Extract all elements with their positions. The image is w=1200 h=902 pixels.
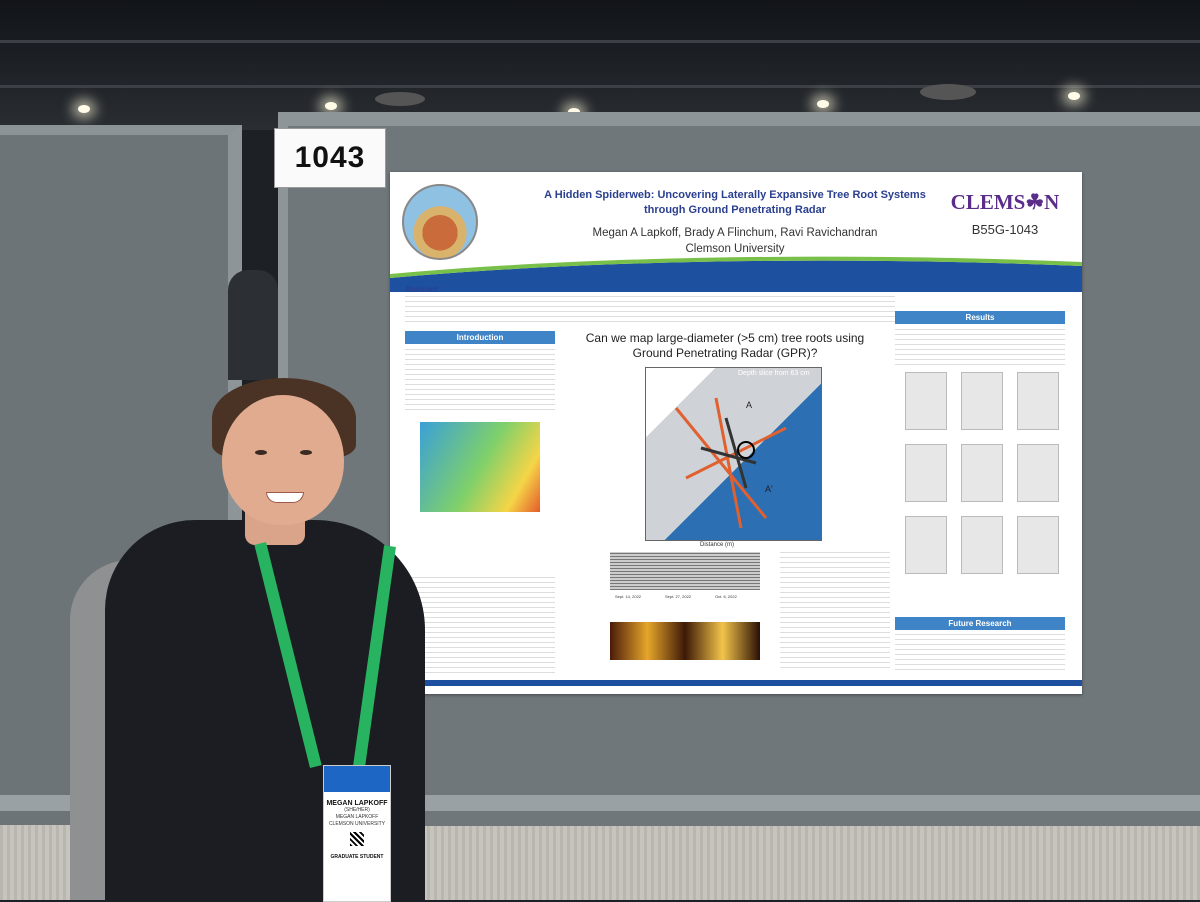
root-traces <box>674 397 787 529</box>
presenter-face <box>222 395 344 525</box>
badge-full-name: MEGAN LAPKOFF <box>335 814 379 820</box>
ceiling-light <box>78 105 90 113</box>
profile-mark-a-prime: A' <box>765 484 773 494</box>
research-poster: A Hidden Spiderweb: Uncovering Laterally… <box>390 172 1082 694</box>
site-map-figure <box>420 422 540 512</box>
depth-slice-thumb <box>905 516 947 574</box>
badge-role: GRADUATE STUDENT <box>330 854 384 860</box>
abstract-heading: Abstract <box>405 285 438 294</box>
central-question: Can we map large-diameter (>5 cm) tree r… <box>585 331 865 360</box>
ceiling-truss <box>0 40 1200 43</box>
figure-caption-text <box>780 552 890 672</box>
date-label: Sept. 14, 2022 <box>615 594 642 599</box>
depth-slice-thumb <box>961 516 1003 574</box>
ceiling-truss <box>0 85 1200 88</box>
poster-title: A Hidden Spiderweb: Uncovering Laterally… <box>520 188 950 218</box>
badge-pronouns: (SHE/HER) <box>344 807 370 813</box>
ceiling-light <box>817 100 829 108</box>
depth-slice-label: Depth slice from 63 cm <box>738 370 810 377</box>
poster-title-line2: through Ground Penetrating Radar <box>643 204 827 216</box>
depth-slice-thumb <box>1017 516 1059 574</box>
introduction-text <box>405 349 555 414</box>
lab-logo <box>402 184 478 260</box>
clemson-wordmark: CLEMS☘N <box>950 190 1060 214</box>
future-research-text <box>895 634 1065 674</box>
depth-slice-figure <box>645 367 822 541</box>
badge-name: MEGAN LAPKOFF <box>326 800 388 807</box>
depth-slice-thumb <box>1017 444 1059 502</box>
introduction-heading: Introduction <box>405 331 555 344</box>
presenter-smile <box>266 492 304 503</box>
depth-slice-thumb <box>905 372 947 430</box>
badge-header <box>324 766 390 792</box>
badge-institution: CLEMSON UNIVERSITY <box>328 821 386 827</box>
gpr-profile-figure <box>610 552 760 590</box>
depth-slice-thumb <box>905 444 947 502</box>
depth-slice-thumb <box>1017 372 1059 430</box>
session-code: B55G-1043 <box>971 222 1039 237</box>
background-person <box>228 270 278 380</box>
ceiling-light <box>325 102 337 110</box>
date-label: Oct. 6, 2022 <box>715 594 737 599</box>
poster-affiliation: Clemson University <box>685 243 785 255</box>
depth-slice-thumb <box>961 372 1003 430</box>
axis-label-distance: Distance (m) <box>700 542 735 548</box>
ceiling-light <box>1068 92 1080 100</box>
presenter-eye <box>255 450 267 455</box>
results-text <box>895 329 1065 365</box>
poster-title-line1: A Hidden Spiderweb: Uncovering Laterally… <box>544 189 926 201</box>
date-label: Sept. 27, 2022 <box>665 594 692 599</box>
profile-mark-a: A <box>746 400 753 410</box>
header-wave <box>390 256 1082 292</box>
gpr-envelope-figure <box>610 622 760 660</box>
results-heading: Results <box>895 311 1065 324</box>
depth-slice-grid <box>905 372 1059 574</box>
ceiling-vent <box>920 84 976 100</box>
booth-number-sign: 1043 <box>274 128 386 188</box>
future-research-heading: Future Research <box>895 617 1065 630</box>
ceiling-vent <box>375 92 425 106</box>
presenter-eye <box>300 450 312 455</box>
qr-code-icon <box>350 832 364 846</box>
footer-bar <box>390 680 1082 686</box>
name-badge: MEGAN LAPKOFF (SHE/HER) MEGAN LAPKOFF CL… <box>323 765 391 902</box>
poster-authors-block: Megan A Lapkoff, Brady A Flinchum, Ravi … <box>540 225 930 257</box>
poster-authors: Megan A Lapkoff, Brady A Flinchum, Ravi … <box>592 227 878 239</box>
methods-text <box>405 577 555 677</box>
ceiling <box>0 0 1200 130</box>
depth-slice-thumb <box>961 444 1003 502</box>
abstract-text <box>405 296 895 326</box>
